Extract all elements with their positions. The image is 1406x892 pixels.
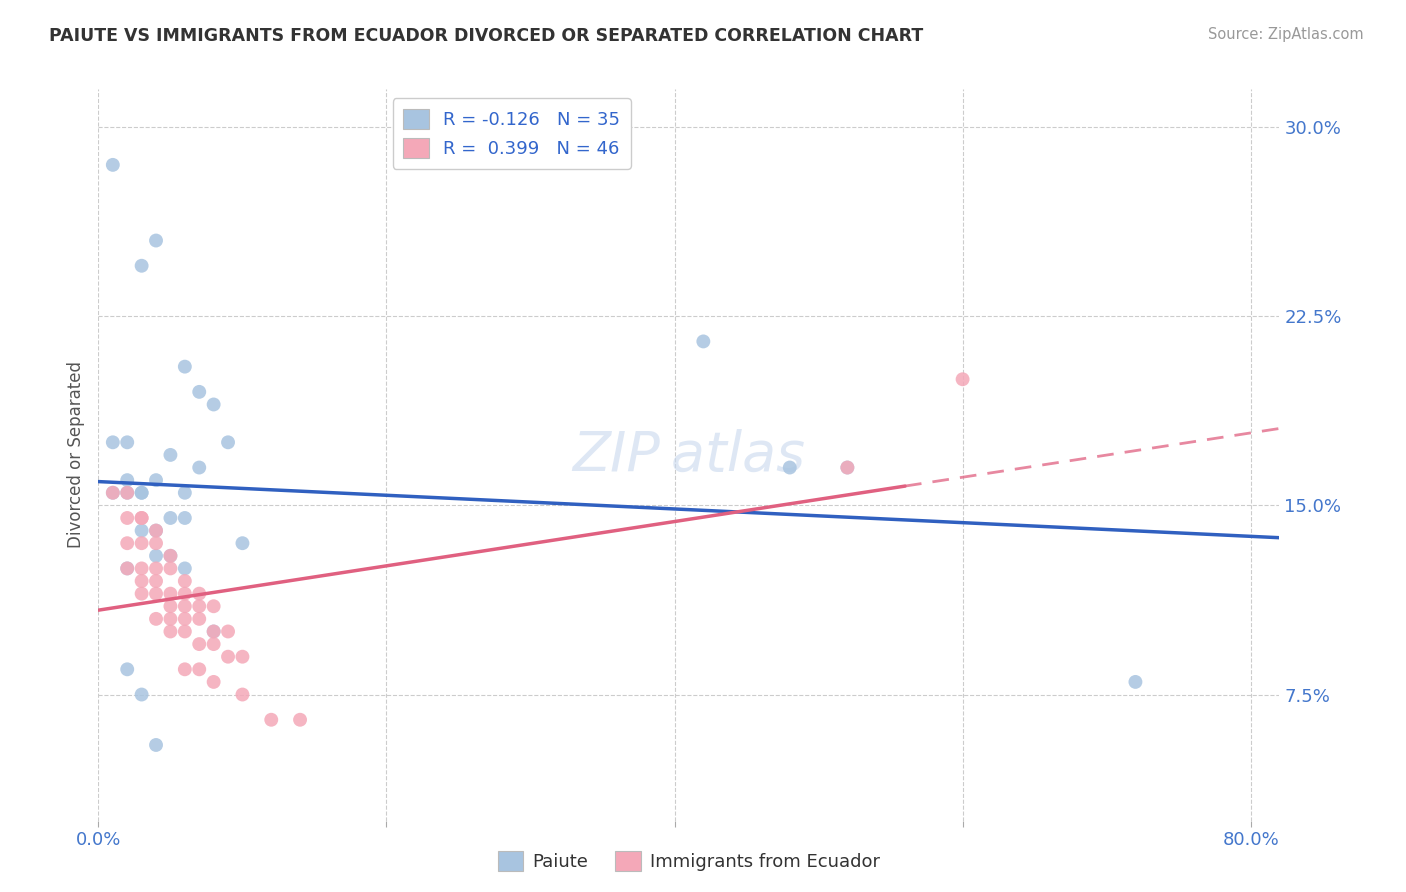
Text: PAIUTE VS IMMIGRANTS FROM ECUADOR DIVORCED OR SEPARATED CORRELATION CHART: PAIUTE VS IMMIGRANTS FROM ECUADOR DIVORC…: [49, 27, 924, 45]
Point: [131, 485, 153, 500]
Point: [115, 536, 138, 550]
Point: [188, 587, 211, 601]
Point: [202, 624, 225, 639]
Point: [188, 662, 211, 676]
Point: [115, 511, 138, 525]
Point: [145, 574, 167, 588]
Point: [145, 738, 167, 752]
Point: [131, 511, 153, 525]
Point: [188, 384, 211, 399]
Point: [145, 549, 167, 563]
Point: [173, 359, 195, 374]
Point: [145, 524, 167, 538]
Point: [202, 599, 225, 614]
Point: [188, 637, 211, 651]
Point: [202, 674, 225, 689]
Point: [115, 662, 138, 676]
Point: [159, 549, 181, 563]
Point: [131, 259, 153, 273]
Point: [159, 624, 181, 639]
Point: [101, 158, 124, 172]
Point: [837, 460, 859, 475]
Point: [131, 536, 153, 550]
Point: [692, 334, 714, 349]
Text: ZIP atlas: ZIP atlas: [572, 428, 806, 482]
Point: [145, 561, 167, 575]
Point: [145, 587, 167, 601]
Point: [260, 713, 283, 727]
Point: [115, 561, 138, 575]
Point: [188, 460, 211, 475]
Point: [145, 536, 167, 550]
Point: [173, 485, 195, 500]
Point: [202, 624, 225, 639]
Point: [779, 460, 801, 475]
Point: [159, 599, 181, 614]
Point: [159, 612, 181, 626]
Legend: R = -0.126   N = 35, R =  0.399   N = 46: R = -0.126 N = 35, R = 0.399 N = 46: [392, 98, 631, 169]
Point: [173, 662, 195, 676]
Point: [173, 599, 195, 614]
Point: [115, 485, 138, 500]
Point: [173, 624, 195, 639]
Point: [173, 511, 195, 525]
Point: [131, 485, 153, 500]
Point: [115, 485, 138, 500]
Point: [145, 612, 167, 626]
Point: [101, 435, 124, 450]
Point: [188, 612, 211, 626]
Point: [159, 587, 181, 601]
Point: [131, 524, 153, 538]
Point: [231, 649, 253, 664]
Point: [101, 485, 124, 500]
Point: [217, 624, 239, 639]
Point: [952, 372, 974, 386]
Point: [131, 688, 153, 702]
Point: [159, 448, 181, 462]
Point: [115, 473, 138, 487]
Point: [217, 435, 239, 450]
Point: [115, 561, 138, 575]
Legend: Paiute, Immigrants from Ecuador: Paiute, Immigrants from Ecuador: [491, 844, 887, 879]
Point: [131, 587, 153, 601]
Point: [145, 234, 167, 248]
Point: [115, 435, 138, 450]
Text: Source: ZipAtlas.com: Source: ZipAtlas.com: [1208, 27, 1364, 42]
Point: [173, 561, 195, 575]
Point: [1125, 674, 1147, 689]
Y-axis label: Divorced or Separated: Divorced or Separated: [66, 361, 84, 549]
Point: [173, 587, 195, 601]
Point: [173, 574, 195, 588]
Point: [837, 460, 859, 475]
Point: [131, 511, 153, 525]
Point: [217, 649, 239, 664]
Point: [131, 574, 153, 588]
Point: [159, 511, 181, 525]
Point: [159, 549, 181, 563]
Point: [145, 524, 167, 538]
Point: [131, 561, 153, 575]
Point: [202, 397, 225, 411]
Point: [173, 612, 195, 626]
Point: [101, 485, 124, 500]
Point: [231, 536, 253, 550]
Point: [145, 473, 167, 487]
Point: [202, 637, 225, 651]
Point: [288, 713, 311, 727]
Point: [188, 599, 211, 614]
Point: [159, 561, 181, 575]
Point: [231, 688, 253, 702]
